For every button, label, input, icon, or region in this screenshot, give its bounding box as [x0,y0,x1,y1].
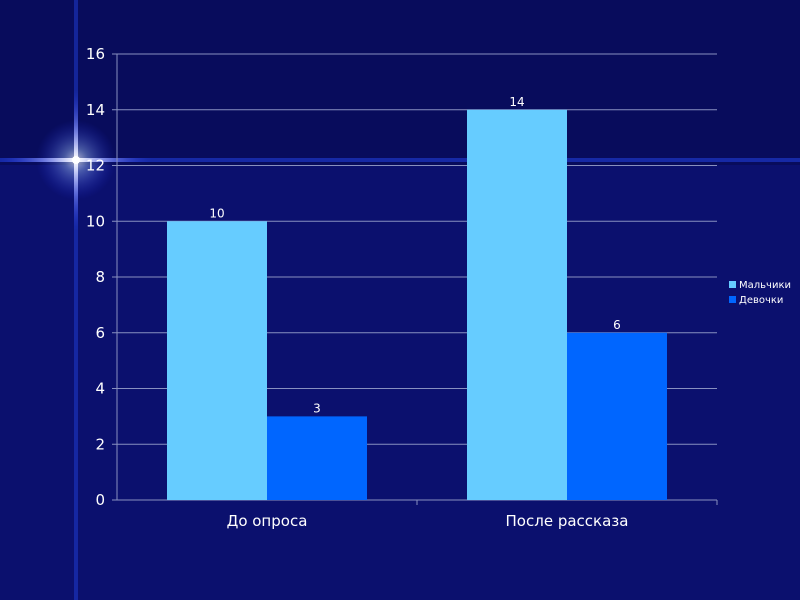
y-tick-label: 12 [86,157,105,175]
bar [167,221,267,500]
legend-label: Девочки [739,295,783,306]
bars [167,109,667,500]
y-tick-label: 0 [95,491,105,509]
data-label: 6 [613,318,621,332]
y-tick-label: 10 [86,212,105,230]
x-axis-categories: До опроса После рассказа [227,512,629,530]
bar [567,332,667,500]
data-label: 14 [509,95,524,109]
y-tick-label: 2 [95,435,105,453]
sparkle-icon [0,90,152,230]
y-tick-label: 14 [86,101,105,119]
y-tick-label: 8 [95,268,105,286]
data-labels: 10 3 14 6 [209,95,620,416]
x-category-label: До опроса [227,512,308,530]
legend-swatch [729,281,736,288]
y-tick-label: 6 [95,324,105,342]
legend-swatch [729,296,736,303]
bar [467,109,567,500]
y-tick-label: 4 [95,380,105,398]
y-axis-ticks: 0 2 4 6 8 10 12 14 16 [86,45,105,509]
legend-label: Мальчики [739,280,791,291]
data-label: 3 [313,401,321,415]
y-tick-label: 16 [86,45,105,63]
data-label: 10 [209,206,224,220]
bar [267,416,367,500]
x-category-label: После рассказа [506,512,629,530]
legend: Мальчики Девочки [729,280,791,306]
